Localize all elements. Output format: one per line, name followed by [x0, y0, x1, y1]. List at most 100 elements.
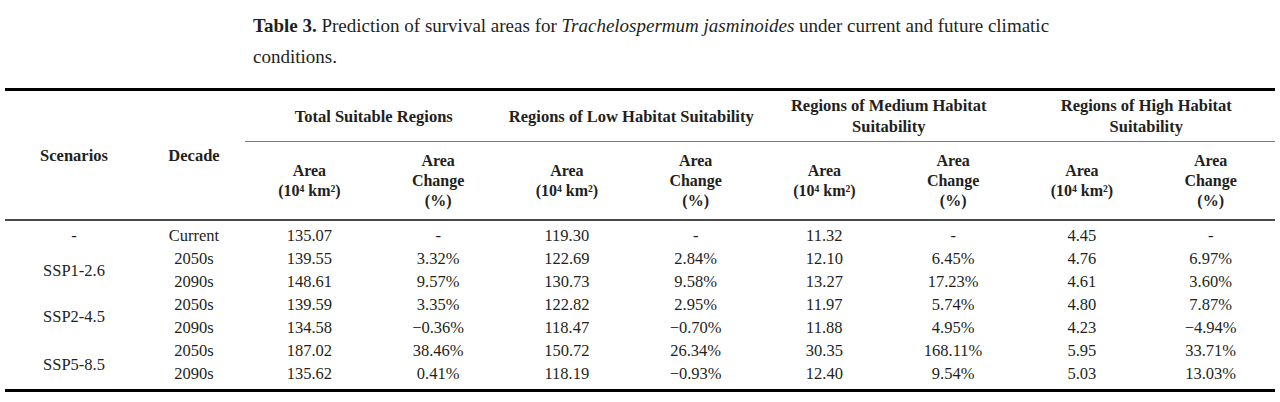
- value-cell: 12.10: [760, 247, 889, 270]
- area-unit: (10⁴ km²): [793, 182, 855, 199]
- value-cell: 11.88: [760, 316, 889, 339]
- header-area-low: Area (10⁴ km²): [503, 142, 632, 221]
- value-cell: 26.34%: [631, 339, 760, 362]
- group-header-row: Scenarios Decade Total Suitable Regions …: [5, 90, 1275, 142]
- decade-cell: Current: [143, 220, 245, 247]
- value-cell: 5.95: [1018, 339, 1147, 362]
- header-group-medium: Regions of Medium Habitat Suitability: [760, 90, 1018, 142]
- table-caption: Table 3. Prediction of survival areas fo…: [253, 10, 1270, 72]
- caption-text-2: under current and future climatic: [794, 15, 1049, 36]
- table-row-current: - Current 135.07 - 119.30 - 11.32 - 4.45…: [5, 220, 1275, 247]
- change-unit: (%): [940, 192, 967, 209]
- value-cell: 4.23: [1018, 316, 1147, 339]
- table-header: Scenarios Decade Total Suitable Regions …: [5, 90, 1275, 221]
- header-area-medium: Area (10⁴ km²): [760, 142, 889, 221]
- change-label-1: Area: [936, 152, 969, 169]
- value-cell: 30.35: [760, 339, 889, 362]
- value-cell: 135.07: [245, 220, 374, 247]
- value-cell: 6.97%: [1146, 247, 1275, 270]
- value-cell: 5.74%: [889, 293, 1018, 316]
- value-cell: 187.02: [245, 339, 374, 362]
- value-cell: 11.97: [760, 293, 889, 316]
- value-cell: 3.60%: [1146, 270, 1275, 293]
- value-cell: 2.84%: [631, 247, 760, 270]
- table-row-ssp126-2050s: SSP1-2.6 2050s 139.55 3.32% 122.69 2.84%…: [5, 247, 1275, 270]
- header-change-medium: Area Change (%): [889, 142, 1018, 221]
- change-unit: (%): [682, 192, 709, 209]
- value-cell: 4.76: [1018, 247, 1147, 270]
- change-label-1: Area: [421, 152, 454, 169]
- species-name: Trachelospermum jasminoides: [562, 15, 795, 36]
- value-cell: 130.73: [503, 270, 632, 293]
- header-group-total: Total Suitable Regions: [245, 90, 503, 142]
- value-cell: 4.80: [1018, 293, 1147, 316]
- table-row-ssp126-2090s: 2090s 148.61 9.57% 130.73 9.58% 13.27 17…: [5, 270, 1275, 293]
- caption-text-3: conditions.: [253, 46, 337, 67]
- value-cell: −4.94%: [1146, 316, 1275, 339]
- decade-cell: 2090s: [143, 270, 245, 293]
- decade-cell: 2050s: [143, 293, 245, 316]
- value-cell: 5.03: [1018, 362, 1147, 391]
- value-cell: 134.58: [245, 316, 374, 339]
- value-cell: 148.61: [245, 270, 374, 293]
- value-cell: −0.70%: [631, 316, 760, 339]
- value-cell: −0.36%: [374, 316, 503, 339]
- table-body: - Current 135.07 - 119.30 - 11.32 - 4.45…: [5, 220, 1275, 391]
- header-area-total: Area(10⁴ km²): [245, 142, 374, 221]
- value-cell: 38.46%: [374, 339, 503, 362]
- header-group-high: Regions of High Habitat Suitability: [1018, 90, 1276, 142]
- value-cell: 168.11%: [889, 339, 1018, 362]
- change-unit: (%): [1197, 192, 1224, 209]
- area-label: Area: [550, 162, 583, 179]
- value-cell: 33.71%: [1146, 339, 1275, 362]
- area-label: Area: [1065, 162, 1098, 179]
- caption-text-1: Prediction of survival areas for: [317, 15, 562, 36]
- header-change-high: Area Change (%): [1146, 142, 1275, 221]
- change-label-2: Change: [1184, 172, 1236, 189]
- value-cell: 2.95%: [631, 293, 760, 316]
- area-label: Area: [808, 162, 841, 179]
- table-row-ssp245-2090s: 2090s 134.58 −0.36% 118.47 −0.70% 11.88 …: [5, 316, 1275, 339]
- change-label-1: Area: [1194, 152, 1227, 169]
- change-unit: (%): [425, 192, 452, 209]
- value-cell: 4.95%: [889, 316, 1018, 339]
- value-cell: -: [374, 220, 503, 247]
- value-cell: -: [1146, 220, 1275, 247]
- value-cell: 119.30: [503, 220, 632, 247]
- scenario-cell: -: [5, 220, 143, 247]
- value-cell: -: [631, 220, 760, 247]
- value-cell: 17.23%: [889, 270, 1018, 293]
- scenario-cell: SSP1-2.6: [5, 247, 143, 293]
- value-cell: 150.72: [503, 339, 632, 362]
- change-label-2: Change: [927, 172, 979, 189]
- value-cell: 139.55: [245, 247, 374, 270]
- decade-cell: 2090s: [143, 362, 245, 391]
- results-table: Scenarios Decade Total Suitable Regions …: [5, 88, 1275, 392]
- area-unit: (10⁴ km²): [1051, 182, 1113, 199]
- area-unit: (10⁴ km²): [536, 182, 598, 199]
- value-cell: 0.41%: [374, 362, 503, 391]
- scenario-cell: SSP2-4.5: [5, 293, 143, 339]
- header-scenarios: Scenarios: [5, 90, 143, 221]
- value-cell: 9.57%: [374, 270, 503, 293]
- change-label-1: Area: [679, 152, 712, 169]
- value-cell: 3.32%: [374, 247, 503, 270]
- value-cell: 118.19: [503, 362, 632, 391]
- scenario-cell: SSP5-8.5: [5, 339, 143, 391]
- header-change-total: Area Change (%): [374, 142, 503, 221]
- change-label-2: Change: [412, 172, 464, 189]
- decade-cell: 2050s: [143, 247, 245, 270]
- table-row-ssp585-2050s: SSP5-8.5 2050s 187.02 38.46% 150.72 26.3…: [5, 339, 1275, 362]
- value-cell: 9.58%: [631, 270, 760, 293]
- decade-cell: 2050s: [143, 339, 245, 362]
- header-change-low: AreaChange(%): [631, 142, 760, 221]
- value-cell: 122.82: [503, 293, 632, 316]
- value-cell: 9.54%: [889, 362, 1018, 391]
- paper-page: Table 3. Prediction of survival areas fo…: [0, 0, 1280, 402]
- value-cell: 13.03%: [1146, 362, 1275, 391]
- header-decade: Decade: [143, 90, 245, 221]
- value-cell: 6.45%: [889, 247, 1018, 270]
- table-row-ssp585-2090s: 2090s 135.62 0.41% 118.19 −0.93% 12.40 9…: [5, 362, 1275, 391]
- value-cell: 135.62: [245, 362, 374, 391]
- header-group-low: Regions of Low Habitat Suitability: [503, 90, 761, 142]
